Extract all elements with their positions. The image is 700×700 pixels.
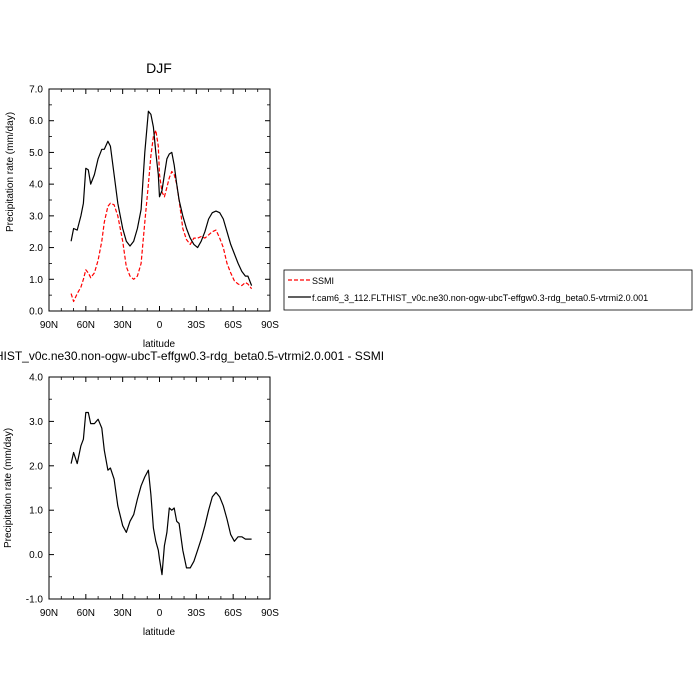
top-chart-xtick-label: 30S — [187, 320, 205, 331]
bottom-chart-ylabel: Precipitation rate (mm/day) — [3, 428, 14, 548]
legend-label-model: f.cam6_3_112.FLTHIST_v0c.ne30.non-ogw-ub… — [312, 293, 648, 303]
top-chart-ytick-label: 4.0 — [29, 180, 43, 191]
top-chart-series-line-ssmi — [70, 129, 253, 303]
bottom-chart-xlabel: latitude — [143, 627, 176, 638]
bottom-chart-xtick-label: 30S — [187, 608, 205, 619]
bottom-chart-ytick-label: 4.0 — [29, 373, 43, 384]
top-chart-panel: DJF Precipitation rate (mm/day) latitude… — [5, 60, 279, 350]
top-chart-xtick-label: 30N — [113, 320, 131, 331]
top-chart-ytick-label: 1.0 — [29, 275, 43, 286]
legend-label-ssmi: SSMI — [312, 276, 334, 286]
top-chart-ytick-label: 3.0 — [29, 211, 43, 222]
top-chart-ytick-label: 0.0 — [29, 307, 43, 318]
bottom-chart-xtick-label: 60S — [224, 608, 242, 619]
top-chart-ytick-label: 7.0 — [29, 85, 43, 96]
top-chart-ytick-label: 5.0 — [29, 148, 43, 159]
bottom-chart-xtick-label: 90S — [261, 608, 279, 619]
bottom-chart-ytick-label: 1.0 — [29, 506, 43, 517]
top-chart-series-line-model — [70, 110, 253, 286]
top-chart-ytick-label: 2.0 — [29, 243, 43, 254]
bottom-chart-ytick-label: 3.0 — [29, 417, 43, 428]
top-chart-xtick-label: 90S — [261, 320, 279, 331]
top-chart-xtick-label: 90N — [40, 320, 58, 331]
top-chart-xtick-label: 60S — [224, 320, 242, 331]
legend: SSMI f.cam6_3_112.FLTHIST_v0c.ne30.non-o… — [283, 269, 693, 311]
top-chart-ylabel: Precipitation rate (mm/day) — [5, 112, 16, 232]
top-chart-frame — [48, 88, 271, 312]
bottom-chart-ytick-label: 0.0 — [29, 550, 43, 561]
top-chart-xtick-label: 0 — [157, 320, 163, 331]
bottom-chart-xtick-label: 60N — [77, 608, 95, 619]
top-chart-xlabel: latitude — [143, 339, 176, 350]
top-chart-title: DJF — [146, 60, 172, 76]
bottom-chart-title: f.cam6_3_112.FLTHIST_v0c.ne30.non-ogw-ub… — [0, 349, 384, 363]
top-chart-ytick-label: 6.0 — [29, 116, 43, 127]
legend-box — [283, 269, 693, 311]
bottom-chart-xtick-label: 0 — [157, 608, 163, 619]
bottom-chart-frame — [48, 376, 271, 600]
bottom-chart-ytick-label: 2.0 — [29, 461, 43, 472]
top-chart-xtick-label: 60N — [77, 320, 95, 331]
bottom-chart-xtick-label: 90N — [40, 608, 58, 619]
bottom-chart-xtick-label: 30N — [113, 608, 131, 619]
bottom-chart-ytick-label: -1.0 — [26, 595, 44, 606]
bottom-chart-panel: f.cam6_3_112.FLTHIST_v0c.ne30.non-ogw-ub… — [0, 349, 384, 638]
bottom-chart-series-line-difference — [70, 411, 252, 576]
